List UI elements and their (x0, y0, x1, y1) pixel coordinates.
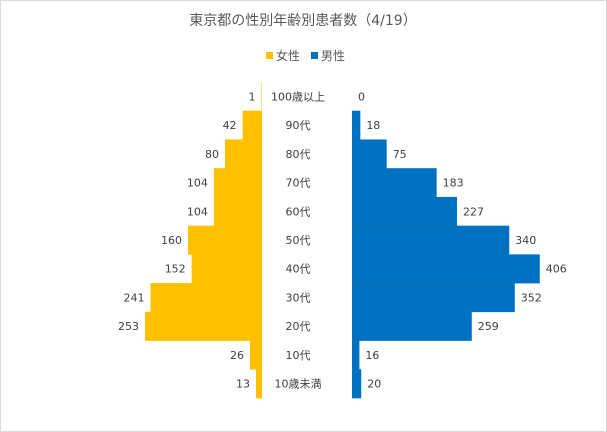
category-label: 40代 (286, 263, 311, 276)
female-value-label: 241 (124, 291, 145, 304)
female-value-label: 13 (236, 378, 250, 391)
plot-area: 1 0 100歳以上 42 18 90代 80 75 80代 104 183 70代 104 227 60代… (118, 82, 567, 399)
female-bar (242, 110, 262, 140)
legend-swatch-male (311, 52, 318, 59)
female-value-label: 80 (205, 148, 219, 161)
female-value-label: 152 (165, 263, 186, 276)
legend: 女性 男性 (266, 48, 345, 63)
male-value-label: 340 (515, 234, 536, 247)
male-bar (352, 139, 387, 169)
male-value-label: 227 (463, 205, 484, 218)
male-bar (352, 168, 437, 198)
female-value-label: 160 (161, 234, 182, 247)
male-bar (352, 369, 362, 399)
female-bar (144, 311, 262, 341)
female-value-label: 104 (187, 205, 208, 218)
female-bar (213, 168, 262, 198)
female-value-label: 26 (230, 349, 244, 362)
male-value-label: 0 (358, 90, 365, 103)
category-label: 30代 (286, 291, 311, 304)
female-bar (191, 254, 262, 284)
female-bar (188, 225, 262, 255)
male-value-label: 16 (365, 349, 379, 362)
male-bar (352, 254, 540, 284)
male-bar (352, 311, 472, 341)
female-value-label: 42 (223, 119, 237, 132)
legend-label-male: 男性 (321, 49, 345, 63)
male-bar (352, 110, 361, 140)
male-bar (352, 225, 510, 255)
legend-swatch-female (266, 52, 273, 59)
male-value-label: 20 (367, 378, 381, 391)
legend-label-female: 女性 (276, 48, 300, 63)
male-value-label: 75 (393, 148, 407, 161)
female-bar (213, 196, 262, 226)
category-label: 10歳未満 (275, 378, 322, 391)
male-value-label: 406 (546, 263, 567, 276)
category-label: 20代 (286, 320, 311, 333)
category-label: 60代 (286, 205, 311, 218)
category-label: 10代 (286, 349, 311, 362)
male-bar (352, 340, 360, 370)
female-bar (255, 369, 262, 399)
female-bar (225, 139, 262, 169)
male-value-label: 18 (366, 119, 380, 132)
category-label: 70代 (286, 177, 311, 190)
category-label: 50代 (286, 234, 311, 247)
female-bar (150, 283, 262, 313)
female-value-label: 104 (187, 177, 208, 190)
category-label: 90代 (286, 119, 311, 132)
female-value-label: 1 (249, 90, 256, 103)
male-value-label: 259 (478, 320, 499, 333)
male-bar (352, 283, 515, 313)
female-value-label: 253 (118, 320, 139, 333)
female-bar (249, 340, 262, 370)
chart-title: 東京都の性別年齢別患者数（4/19） (189, 13, 416, 29)
male-value-label: 183 (443, 177, 464, 190)
male-value-label: 352 (521, 291, 542, 304)
category-label: 100歳以上 (271, 90, 325, 103)
male-bar (352, 196, 457, 226)
category-label: 80代 (286, 148, 311, 161)
